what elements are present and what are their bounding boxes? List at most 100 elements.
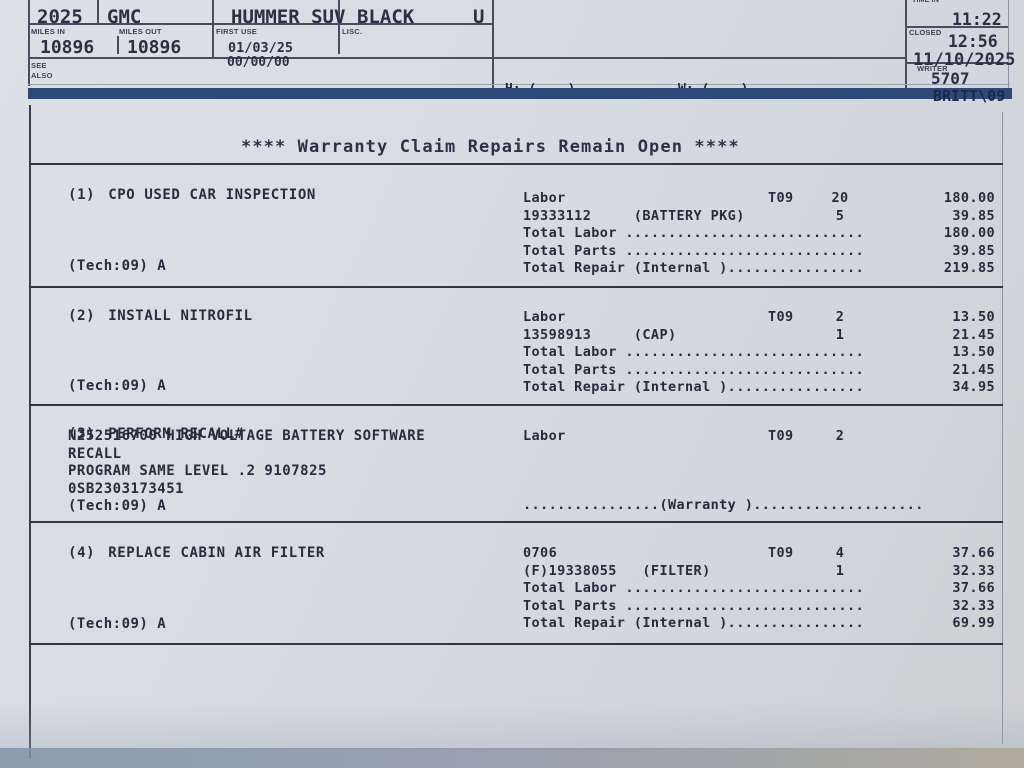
total-amount: 32.33 — [952, 597, 995, 614]
charge-desc: 0706 — [523, 545, 558, 561]
grid-line — [212, 0, 214, 57]
charge-row: 13598913 (CAP) 1 21.45 — [523, 327, 995, 345]
miles-out-value: 10896 — [127, 37, 182, 58]
section-1-number: (1) — [68, 187, 96, 203]
charge-amount: 13.50 — [952, 309, 995, 325]
labor-code — [768, 563, 820, 581]
charge-row: Labor T09 2 13.50 — [523, 309, 995, 327]
grid-line — [28, 0, 30, 86]
charge-qty: 5 — [835, 207, 845, 224]
charge-amount: 37.66 — [952, 545, 995, 561]
vehicle-year: 2025 — [37, 6, 83, 28]
total-row: Total Parts ............................… — [523, 362, 995, 380]
total-label: Total Labor ............................ — [523, 580, 865, 597]
separator-line — [29, 163, 1003, 165]
recall-line: N252516700 HIGH VOLTAGE BATTERY SOFTWARE — [68, 428, 426, 444]
charge-desc: Labor — [523, 428, 566, 444]
labor-code — [768, 327, 820, 345]
section-3-header: (3) PERFORM RECALL# — [32, 410, 244, 458]
total-amount: 39.85 — [952, 242, 995, 259]
total-label: Total Labor ............................ — [523, 225, 865, 242]
miles-in-value: 10896 — [40, 37, 95, 58]
charge-amount — [860, 428, 995, 446]
recall-line: RECALL — [68, 445, 122, 462]
section-1-charges: Labor T09 20 180.00 19333112 (BATTERY PKG) 5… — [523, 190, 995, 278]
charge-row: 19333112 (BATTERY PKG) 5 39.85 — [523, 208, 995, 226]
charge-row: Labor T09 20 180.00 — [523, 190, 995, 208]
first-use-date2: 00/00/00 — [227, 55, 290, 70]
grid-line — [338, 0, 340, 54]
total-label: Total Labor ............................ — [523, 344, 865, 361]
total-label: Total Repair (Internal )................ — [523, 260, 865, 277]
labor-code: T09 — [768, 309, 794, 325]
separator-line — [29, 521, 1003, 523]
grid-line — [905, 26, 1008, 28]
charge-desc: Labor — [523, 309, 566, 325]
recall-line: PROGRAM SAME LEVEL .2 9107825 — [68, 463, 327, 480]
recall-line: 0SB2303173451 — [68, 481, 185, 498]
vehicle-color: BLACK — [357, 6, 415, 28]
separator-line — [29, 404, 1003, 406]
charge-amount: 32.33 — [952, 562, 995, 579]
section-2-number: (2) — [68, 308, 96, 324]
vehicle-make: GMC — [107, 6, 142, 28]
grid-line — [492, 0, 494, 88]
charge-qty: 2 — [835, 428, 845, 444]
also-label: ALSO — [31, 71, 53, 80]
closed-date-value: 11/10/2025 — [913, 50, 1016, 70]
closed-label: CLOSED — [909, 28, 942, 37]
photo-bottom-edge — [0, 748, 1024, 768]
warranty-line: ................(Warranty ).............… — [523, 497, 924, 513]
section-4-tech: (Tech:09) A — [68, 616, 167, 632]
charge-row: (F)19338055 (FILTER) 1 32.33 — [523, 563, 995, 581]
total-row: Total Labor ............................… — [523, 580, 995, 598]
main-right-border — [1002, 112, 1003, 744]
charge-amount: 21.45 — [952, 326, 995, 343]
total-amount: 37.66 — [952, 580, 995, 597]
total-amount: 34.95 — [952, 379, 995, 396]
total-row: Total Labor ............................… — [523, 344, 995, 362]
section-2-header: (2) INSTALL NITROFIL — [32, 292, 253, 340]
grid-line — [117, 36, 119, 54]
section-3-title: PERFORM RECALL# — [108, 426, 244, 442]
labor-code: T09 — [768, 190, 794, 206]
warranty-row: ................(Warranty ).............… — [523, 497, 995, 515]
section-4-header: (4) REPLACE CABIN AIR FILTER — [32, 529, 325, 577]
total-amount: 13.50 — [952, 344, 995, 361]
total-row: Total Labor ............................… — [523, 225, 995, 243]
first-use-date: 01/03/25 — [228, 40, 294, 56]
first-use-label: FIRST USE — [216, 27, 257, 36]
miles-out-label: MILES OUT — [119, 27, 162, 36]
section-1-header: (1) CPO USED CAR INSPECTION — [32, 171, 316, 219]
labor-code: T09 — [768, 428, 794, 444]
section-4-number: (4) — [68, 545, 96, 561]
total-label: Total Parts ............................ — [523, 361, 865, 378]
vehicle-used-flag: U — [473, 6, 485, 28]
license-label: LISC. — [342, 27, 363, 36]
total-row: Total Parts ............................… — [523, 598, 995, 616]
section-2-charges: Labor T09 2 13.50 13598913 (CAP) 1 21.45 Tota… — [523, 309, 995, 397]
grid-line — [28, 23, 493, 25]
total-label: Total Parts ............................ — [523, 597, 865, 614]
writer-number: 5707 — [931, 69, 970, 88]
section-4-charges: 0706 T09 4 37.66 (F)19338055 (FILTER) 1 32.33… — [523, 545, 995, 633]
section-3-description: N252516700 HIGH VOLTAGE BATTERY SOFTWARE… — [68, 428, 425, 499]
part-desc: (F)19338055 (FILTER) — [523, 562, 711, 579]
total-label: Total Parts ............................ — [523, 242, 865, 259]
total-label: Total Repair (Internal )................ — [523, 379, 865, 396]
grid-line — [905, 0, 907, 97]
total-amount: 219.85 — [943, 260, 995, 277]
total-row: Total Repair (Internal )................… — [523, 260, 995, 278]
grid-line — [28, 57, 905, 59]
total-amount: 180.00 — [943, 225, 995, 242]
closed-time-value: 12:56 — [948, 32, 998, 51]
section-4-title: REPLACE CABIN AIR FILTER — [108, 545, 325, 561]
charge-qty: 2 — [835, 309, 845, 325]
total-amount: 69.99 — [952, 615, 995, 632]
charge-qty: 1 — [835, 326, 845, 343]
grid-line — [1008, 0, 1009, 97]
photo-shadow — [0, 700, 1024, 750]
time-in-value: 11:22 — [952, 10, 1002, 29]
page-title: **** Warranty Claim Repairs Remain Open … — [241, 137, 740, 157]
section-3-number: (3) — [68, 426, 96, 442]
